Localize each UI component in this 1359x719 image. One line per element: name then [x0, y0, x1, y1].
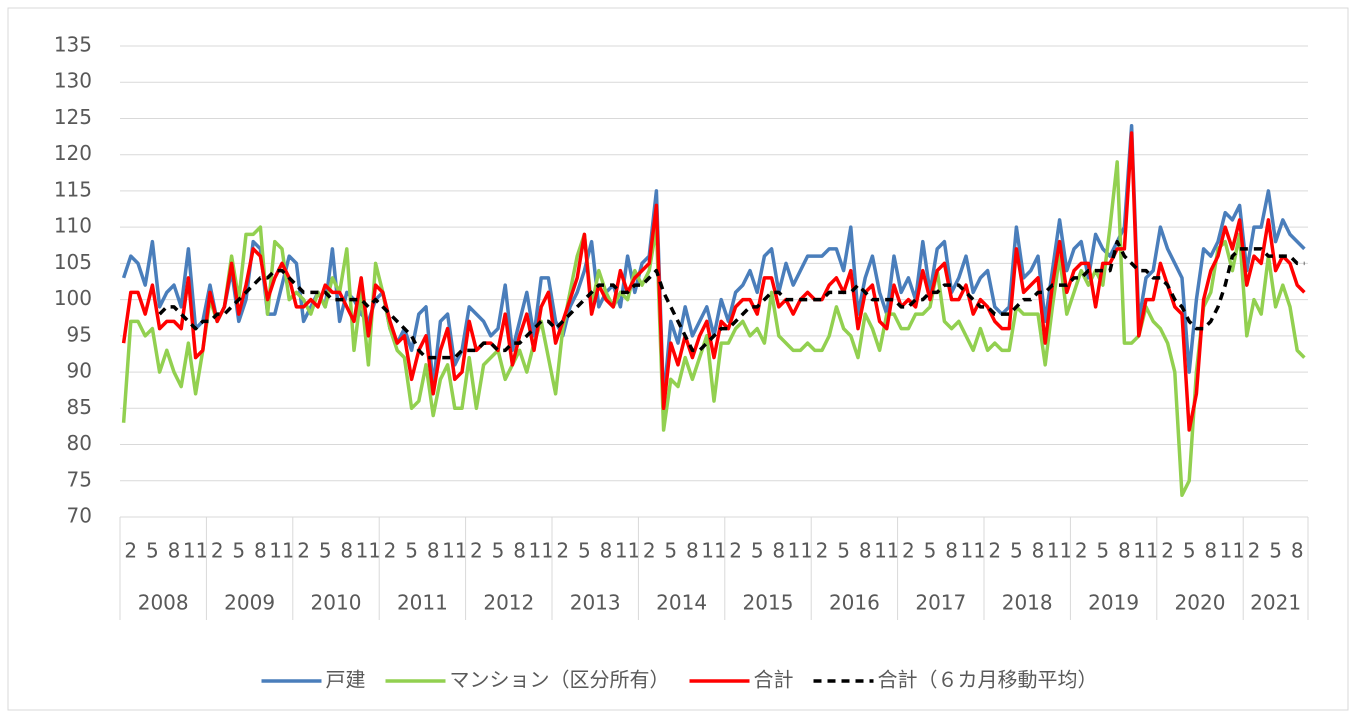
- legend-label: 合計: [754, 668, 794, 692]
- year-label: 2014: [656, 591, 707, 615]
- x-tick-label: 2: [1161, 539, 1174, 563]
- x-tick-label: 11: [528, 539, 553, 563]
- series-line: [121, 131, 1306, 432]
- x-tick-label: 8: [945, 539, 958, 563]
- year-label: 2012: [483, 591, 534, 615]
- x-tick-label: 11: [874, 539, 899, 563]
- x-tick-label: 5: [578, 539, 591, 563]
- year-label: 2016: [829, 591, 880, 615]
- year-label: 2021: [1250, 591, 1301, 615]
- x-tick-label: 8: [859, 539, 872, 563]
- x-tick-label: 11: [701, 539, 726, 563]
- legend-label: 合計（６カ月移動平均）: [878, 668, 1098, 692]
- x-tick-label: 11: [356, 539, 381, 563]
- x-tick-label: 11: [788, 539, 813, 563]
- x-tick-label: 5: [1010, 539, 1023, 563]
- x-tick-label: 8: [168, 539, 181, 563]
- x-tick-label: 8: [1291, 539, 1304, 563]
- x-tick-label: 8: [513, 539, 526, 563]
- x-tick-label: 8: [340, 539, 353, 563]
- x-tick-label: 5: [664, 539, 677, 563]
- x-tick-label: 11: [183, 539, 208, 563]
- y-tick-label: 70: [67, 504, 92, 528]
- x-tick-label: 8: [686, 539, 699, 563]
- legend-label: 戸建: [326, 668, 366, 692]
- x-tick-label: 2: [297, 539, 310, 563]
- x-tick-label: 11: [960, 539, 985, 563]
- y-tick-label: 85: [67, 395, 92, 419]
- x-tick-label: 2: [988, 539, 1001, 563]
- x-tick-label: 5: [492, 539, 505, 563]
- y-tick-label: 95: [67, 322, 92, 346]
- x-tick-label: 11: [269, 539, 294, 563]
- x-tick-label: 5: [1183, 539, 1196, 563]
- x-tick-label: 5: [924, 539, 937, 563]
- x-tick-label: 8: [427, 539, 440, 563]
- y-tick-label: 100: [54, 286, 92, 310]
- x-tick-label: 5: [751, 539, 764, 563]
- year-label: 2017: [915, 591, 966, 615]
- y-tick-label: 130: [54, 69, 92, 93]
- x-tick-label: 2: [211, 539, 224, 563]
- x-tick-label: 11: [1047, 539, 1072, 563]
- y-tick-label: 115: [54, 177, 92, 201]
- x-tick-label: 2: [556, 539, 569, 563]
- y-tick-label: 105: [54, 250, 92, 274]
- x-tick-label: 2: [729, 539, 742, 563]
- x-tick-label: 8: [600, 539, 613, 563]
- x-tick-label: 2: [470, 539, 483, 563]
- year-label: 2011: [397, 591, 448, 615]
- x-tick-label: 2: [1248, 539, 1261, 563]
- y-tick-label: 120: [54, 141, 92, 165]
- year-label: 2015: [743, 591, 794, 615]
- legend-label: マンション（区分所有）: [450, 668, 670, 692]
- x-tick-label: 2: [643, 539, 656, 563]
- x-tick-label: 2: [816, 539, 829, 563]
- year-label: 2020: [1175, 591, 1226, 615]
- x-tick-label: 8: [772, 539, 785, 563]
- series-line: [158, 239, 1305, 360]
- y-tick-label: 80: [67, 431, 92, 455]
- y-tick-label: 135: [54, 33, 92, 57]
- x-tick-label: 2: [124, 539, 137, 563]
- y-tick-label: 125: [54, 105, 92, 129]
- x-tick-label: 5: [1096, 539, 1109, 563]
- x-tick-label: 5: [1269, 539, 1282, 563]
- x-tick-label: 8: [254, 539, 267, 563]
- x-tick-label: 11: [1133, 539, 1158, 563]
- year-label: 2009: [224, 591, 275, 615]
- year-label: 2013: [570, 591, 621, 615]
- x-tick-label: 11: [442, 539, 467, 563]
- x-tick-label: 5: [146, 539, 159, 563]
- x-tick-label: 5: [405, 539, 418, 563]
- year-label: 2018: [1002, 591, 1053, 615]
- x-tick-label: 8: [1032, 539, 1045, 563]
- x-tick-label: 2: [902, 539, 915, 563]
- year-label: 2019: [1088, 591, 1139, 615]
- y-tick-label: 75: [67, 467, 92, 491]
- x-tick-label: 5: [232, 539, 245, 563]
- x-tick-label: 2: [384, 539, 397, 563]
- x-tick-label: 5: [319, 539, 332, 563]
- x-tick-label: 2: [1075, 539, 1088, 563]
- y-tick-label: 110: [54, 214, 92, 238]
- x-tick-label: 8: [1118, 539, 1131, 563]
- x-tick-label: 11: [1220, 539, 1245, 563]
- y-tick-label: 90: [67, 359, 92, 383]
- x-tick-label: 5: [837, 539, 850, 563]
- x-tick-label: 8: [1204, 539, 1217, 563]
- x-tick-label: 11: [615, 539, 640, 563]
- year-label: 2008: [138, 591, 189, 615]
- year-label: 2010: [311, 591, 362, 615]
